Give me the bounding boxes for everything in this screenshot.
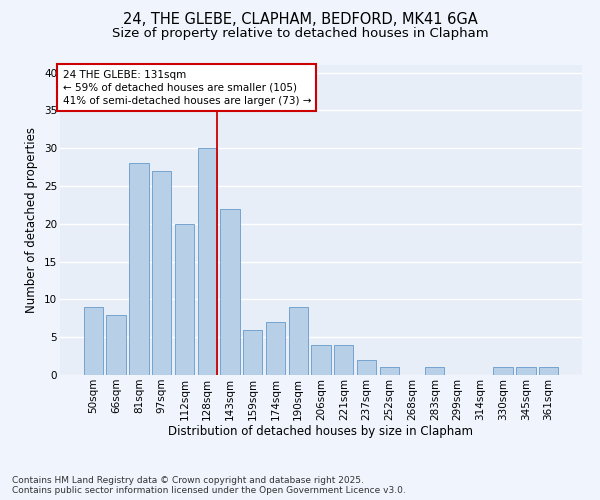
Bar: [197, 148, 217, 375]
Bar: [357, 360, 376, 375]
X-axis label: Distribution of detached houses by size in Clapham: Distribution of detached houses by size …: [169, 426, 473, 438]
Bar: [220, 208, 239, 375]
Bar: [129, 164, 149, 375]
Bar: [539, 368, 558, 375]
Text: Contains HM Land Registry data © Crown copyright and database right 2025.
Contai: Contains HM Land Registry data © Crown c…: [12, 476, 406, 495]
Bar: [106, 314, 126, 375]
Bar: [516, 368, 536, 375]
Bar: [243, 330, 262, 375]
Bar: [334, 345, 353, 375]
Bar: [493, 368, 513, 375]
Bar: [380, 368, 399, 375]
Text: 24, THE GLEBE, CLAPHAM, BEDFORD, MK41 6GA: 24, THE GLEBE, CLAPHAM, BEDFORD, MK41 6G…: [122, 12, 478, 28]
Text: Size of property relative to detached houses in Clapham: Size of property relative to detached ho…: [112, 28, 488, 40]
Bar: [289, 307, 308, 375]
Bar: [266, 322, 285, 375]
Bar: [84, 307, 103, 375]
Bar: [311, 345, 331, 375]
Bar: [152, 171, 172, 375]
Text: 24 THE GLEBE: 131sqm
← 59% of detached houses are smaller (105)
41% of semi-deta: 24 THE GLEBE: 131sqm ← 59% of detached h…: [62, 70, 311, 106]
Bar: [425, 368, 445, 375]
Bar: [175, 224, 194, 375]
Y-axis label: Number of detached properties: Number of detached properties: [25, 127, 38, 313]
